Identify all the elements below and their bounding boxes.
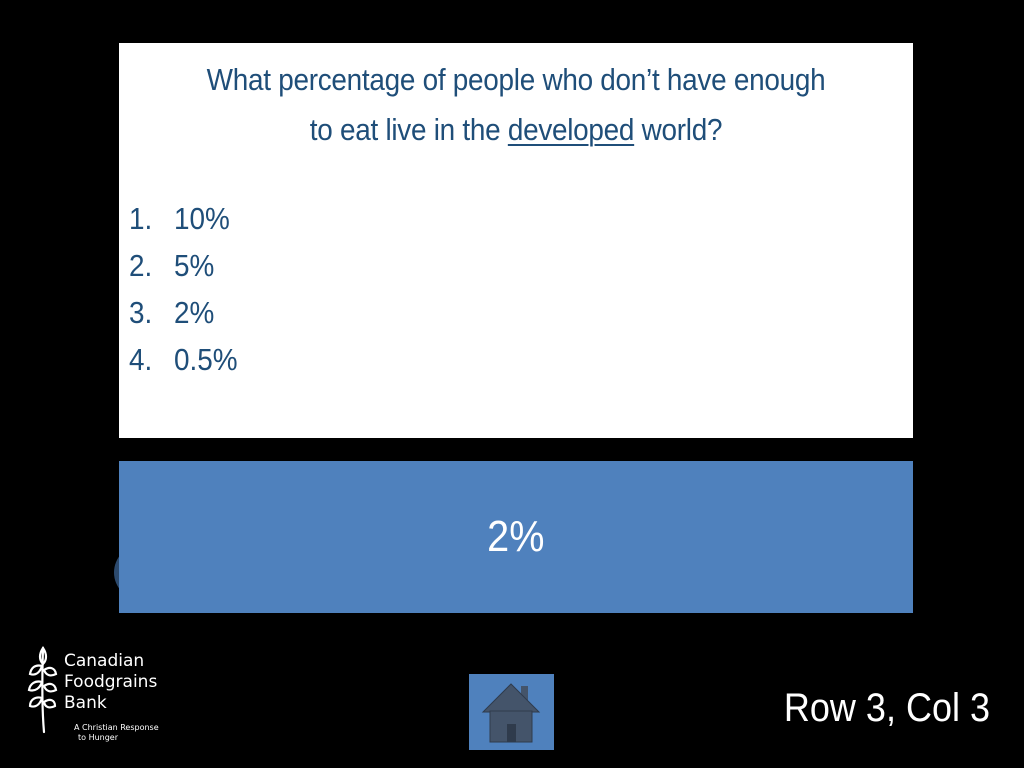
logo-tagline-line: A Christian Response (74, 723, 159, 732)
question-line-2-start: to eat live in the (309, 112, 508, 147)
option-value: 5% (174, 248, 215, 283)
option-number: 4. (129, 342, 153, 377)
wheat-icon (27, 646, 58, 734)
logo-name-line: Foodgrains (64, 672, 158, 692)
option-item: 3. 2% (129, 289, 238, 336)
option-value: 2% (174, 295, 215, 330)
logo-tagline-line: to Hunger (78, 733, 119, 742)
logo-name-line: Bank (64, 693, 107, 713)
answer-panel[interactable]: 2% (119, 461, 913, 613)
option-number: 3. (129, 295, 153, 330)
logo-wordmark: Canadian Foodgrains Bank (64, 651, 157, 714)
logo-tagline: A Christian Response to Hunger (74, 723, 174, 743)
home-button[interactable] (469, 674, 554, 750)
canadian-foodgrains-bank-logo: Canadian Foodgrains Bank A Christian Res… (26, 640, 176, 750)
option-value: 0.5% (174, 342, 238, 377)
option-item: 1. 10% (129, 195, 238, 242)
option-number: 1. (129, 201, 153, 236)
question-text: What percentage of people who don’t have… (159, 55, 874, 155)
option-number: 2. (129, 248, 153, 283)
question-line-2: to eat live in the developed world? (159, 105, 874, 155)
question-line-1: What percentage of people who don’t have… (206, 62, 826, 97)
question-emphasis: developed (507, 112, 635, 147)
question-line-2-end: world? (634, 112, 723, 147)
option-item: 4. 0.5% (129, 336, 238, 383)
logo-name-line: Canadian (64, 651, 145, 671)
slide-position-label: Row 3, Col 3 (783, 686, 990, 730)
question-panel: What percentage of people who don’t have… (119, 43, 913, 438)
answer-text: 2% (487, 512, 545, 561)
answer-options-list: 1. 10% 2. 5% 3. 2% 4. 0.5% (129, 195, 238, 383)
option-value: 10% (174, 201, 230, 236)
option-item: 2. 5% (129, 242, 238, 289)
home-icon (481, 683, 541, 743)
